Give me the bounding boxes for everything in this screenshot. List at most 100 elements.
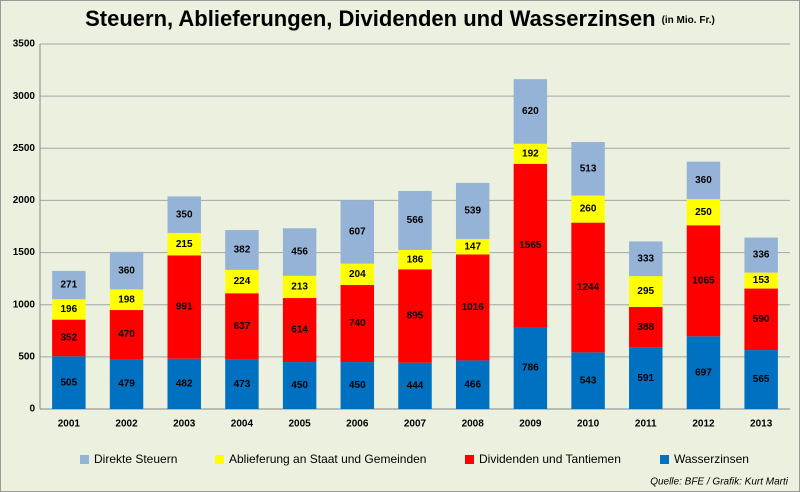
bar-segment bbox=[109, 289, 144, 311]
bar-segment bbox=[686, 161, 721, 200]
bar-segment bbox=[571, 142, 605, 196]
data-label: 444 bbox=[407, 380, 424, 391]
bar-segment bbox=[744, 350, 778, 409]
data-label: 382 bbox=[234, 245, 251, 256]
data-label: 456 bbox=[291, 247, 308, 258]
legend-label: Ablieferung an Staat und Gemeinden bbox=[229, 452, 426, 466]
x-tick-label: 2011 bbox=[635, 419, 657, 430]
data-label: 1065 bbox=[692, 275, 715, 286]
data-label: 336 bbox=[753, 250, 770, 261]
bar-segment bbox=[455, 254, 490, 361]
y-tick-label: 3000 bbox=[13, 91, 36, 102]
legend-label: Wasserzinsen bbox=[674, 452, 749, 466]
data-label: 565 bbox=[753, 374, 770, 385]
bar-segment bbox=[282, 298, 317, 363]
bar-segment bbox=[282, 275, 317, 299]
data-label: 740 bbox=[349, 318, 366, 329]
bar-segment bbox=[398, 190, 432, 250]
data-label: 895 bbox=[407, 311, 424, 322]
chart-title: Steuern, Ablieferungen, Dividenden und W… bbox=[85, 6, 715, 31]
data-label: 637 bbox=[234, 321, 251, 332]
data-label: 204 bbox=[349, 269, 366, 280]
bar-segment bbox=[571, 195, 605, 223]
data-label: 350 bbox=[176, 209, 193, 220]
bar-segment bbox=[398, 249, 432, 270]
data-label: 614 bbox=[291, 325, 308, 336]
legend-swatch bbox=[215, 455, 224, 464]
data-label: 260 bbox=[580, 204, 597, 215]
bar-segment bbox=[629, 347, 663, 409]
y-tick-label: 2500 bbox=[13, 143, 36, 154]
data-label: 591 bbox=[637, 373, 654, 384]
x-tick-label: 2008 bbox=[462, 419, 485, 430]
data-label: 388 bbox=[637, 322, 654, 333]
source: Quelle: BFE / Grafik: Kurt Marti bbox=[650, 477, 789, 488]
bar-segment bbox=[340, 284, 375, 363]
bar-segment bbox=[455, 239, 490, 255]
data-label: 224 bbox=[234, 276, 251, 287]
legend-swatch bbox=[660, 455, 669, 464]
data-label: 147 bbox=[464, 241, 481, 252]
data-label: 1565 bbox=[519, 240, 542, 251]
y-tick-label: 1000 bbox=[13, 299, 36, 310]
bar-segment bbox=[109, 251, 144, 290]
data-label: 513 bbox=[580, 163, 597, 174]
x-tick-label: 2007 bbox=[404, 419, 427, 430]
data-label: 192 bbox=[522, 148, 539, 159]
bar-segment bbox=[398, 269, 432, 363]
y-tick-label: 500 bbox=[18, 351, 35, 362]
bar-segment bbox=[513, 143, 548, 164]
data-label: 250 bbox=[695, 207, 712, 218]
data-label: 505 bbox=[61, 377, 78, 388]
x-tick-label: 2012 bbox=[692, 419, 715, 430]
data-label: 450 bbox=[291, 380, 308, 391]
data-label: 186 bbox=[407, 254, 424, 265]
x-tick-label: 2004 bbox=[231, 419, 254, 430]
bar-segment bbox=[686, 225, 721, 337]
data-label: 215 bbox=[176, 239, 193, 250]
data-label: 360 bbox=[695, 175, 712, 186]
bar-segment bbox=[340, 362, 375, 409]
bar-segment bbox=[167, 196, 201, 233]
data-label: 352 bbox=[61, 333, 78, 344]
legend-swatch bbox=[80, 455, 89, 464]
bar-segment bbox=[52, 356, 86, 409]
x-tick-label: 2005 bbox=[288, 419, 311, 430]
bar-segment bbox=[109, 310, 144, 360]
bar-segment bbox=[513, 327, 548, 409]
bar-segment bbox=[686, 336, 721, 409]
data-label: 271 bbox=[61, 280, 78, 291]
data-label: 153 bbox=[753, 275, 770, 286]
data-label: 991 bbox=[176, 302, 193, 313]
data-label: 198 bbox=[118, 294, 135, 305]
bar-segment bbox=[455, 360, 490, 409]
x-tick-label: 2006 bbox=[346, 419, 369, 430]
bar-segment bbox=[52, 319, 86, 357]
data-label: 590 bbox=[753, 314, 770, 325]
x-tick-label: 2009 bbox=[519, 419, 542, 430]
y-tick-label: 0 bbox=[29, 404, 35, 415]
bar-segment bbox=[513, 163, 548, 328]
bar-segment bbox=[744, 288, 778, 351]
y-tick-label: 2000 bbox=[13, 195, 36, 206]
bar-segment bbox=[225, 230, 259, 270]
bar-segment bbox=[629, 306, 663, 348]
data-label: 620 bbox=[522, 106, 539, 117]
bar-segment bbox=[109, 359, 144, 409]
data-label: 479 bbox=[118, 379, 135, 390]
bar-segment bbox=[225, 269, 259, 294]
x-tick-label: 2013 bbox=[750, 419, 773, 430]
data-label: 466 bbox=[464, 379, 481, 390]
bar-segment bbox=[225, 359, 259, 409]
y-tick-label: 1500 bbox=[13, 247, 36, 258]
bar-segment bbox=[629, 276, 663, 307]
data-label: 543 bbox=[580, 375, 597, 386]
data-label: 786 bbox=[522, 363, 539, 374]
y-tick-label: 3500 bbox=[13, 39, 36, 50]
data-label: 482 bbox=[176, 379, 193, 390]
data-label: 607 bbox=[349, 227, 366, 238]
bar-segment bbox=[744, 272, 778, 289]
data-label: 450 bbox=[349, 380, 366, 391]
data-label: 1016 bbox=[462, 302, 485, 313]
